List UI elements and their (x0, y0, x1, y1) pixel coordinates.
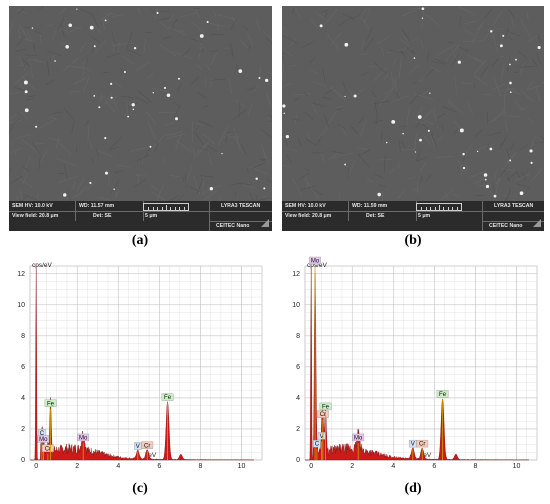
x-tick-label: 4 (391, 463, 395, 470)
sem-scale-a: 5 μm (145, 213, 158, 219)
scale-bar-b (416, 203, 462, 211)
peak-tag (313, 439, 321, 448)
x-axis-label: keV (420, 452, 432, 459)
sem-org-b: CEITEC Nano (489, 223, 523, 229)
sem-hv-a: SEM HV: 10.0 kV (12, 203, 53, 209)
peak-label: Fe (164, 395, 172, 401)
sem-det-a: Det: SE (93, 213, 112, 219)
y-tick-label: 10 (17, 302, 25, 309)
ceitec-logo-icon (261, 219, 269, 227)
sem-scale-b: 5 μm (418, 213, 431, 219)
y-tick-label: 8 (21, 333, 25, 340)
y-tick-label: 10 (292, 302, 300, 309)
x-tick-label: 2 (75, 463, 79, 470)
y-tick-label: 0 (21, 457, 25, 464)
caption-c: (c) (132, 481, 148, 496)
peak-label: C (40, 431, 45, 437)
peak-label: Mo (354, 436, 363, 442)
peak-tag (41, 444, 54, 452)
peak-label: Cr (419, 442, 425, 448)
peak-label: Mo (39, 437, 48, 443)
peak-label: V (320, 434, 324, 440)
peak-label: Mo (311, 259, 320, 265)
sem-info-bar-a: SEM HV: 10.0 kV WD: 11.57 mm View field:… (9, 201, 272, 231)
spectrum-area (30, 267, 255, 461)
x-tick-label: 0 (309, 463, 313, 470)
y-axis-label: cps/eV (32, 262, 53, 269)
x-tick-label: 8 (198, 463, 202, 470)
x-axis-label: keV (145, 452, 157, 459)
peak-label: Fe (322, 404, 330, 410)
peak-tag (316, 410, 329, 418)
peak-label: Fe (439, 392, 447, 398)
x-tick-label: 6 (157, 463, 161, 470)
peak-tag (141, 441, 154, 449)
peak-tag (309, 256, 321, 265)
caption-d: (d) (404, 481, 422, 496)
x-tick-label: 10 (513, 463, 521, 470)
peak-label: V (411, 442, 415, 448)
sem-instrument-a: LYRA3 TESCAN (221, 203, 261, 209)
y-tick-label: 4 (296, 395, 300, 402)
peak-label: C (315, 442, 320, 448)
caption-a: (a) (131, 233, 149, 248)
spectrum-area (305, 267, 530, 461)
peak-tag (436, 390, 449, 398)
y-tick-label: 4 (21, 395, 25, 402)
ceitec-logo-icon (533, 219, 541, 227)
y-tick-label: 2 (21, 426, 25, 433)
panel-a: SEM HV: 10.0 kV WD: 11.57 mm View field:… (9, 6, 272, 231)
peak-tag (319, 402, 332, 411)
y-tick-label: 2 (296, 426, 300, 433)
peak-label: Cr (144, 443, 150, 449)
peak-label: Mo (79, 436, 88, 442)
edx-spectrum-c: 0 2 4 6 8 10 12 0 2 4 6 8 10 cps/eV keV C Mo Cr Fe Mo V Cr Fe (0, 252, 275, 480)
y-tick-label: 0 (296, 457, 300, 464)
scale-bar-a (143, 203, 189, 211)
y-tick-label: 8 (296, 333, 300, 340)
sem-micrograph-b (282, 6, 544, 201)
sem-det-b: Det: SE (366, 213, 385, 219)
x-tick-label: 2 (350, 463, 354, 470)
peak-label: V (136, 444, 140, 450)
sem-image-b: SEM HV: 10.0 kV WD: 11.59 mm View field:… (282, 6, 544, 231)
y-tick-label: 12 (17, 271, 25, 278)
x-tick-label: 0 (34, 463, 38, 470)
x-tick-label: 4 (116, 463, 120, 470)
peak-label: Fe (47, 401, 55, 407)
y-tick-label: 6 (296, 364, 300, 371)
sem-view-field-b: View field: 20.8 μm (285, 213, 332, 219)
sem-image-a: SEM HV: 10.0 kV WD: 11.57 mm View field:… (9, 6, 272, 231)
y-axis-label: cps/eV (307, 262, 328, 269)
sem-instrument-b: LYRA3 TESCAN (494, 203, 534, 209)
x-tick-label: 6 (432, 463, 436, 470)
peak-tag (37, 435, 50, 443)
sem-wd-b: WD: 11.59 mm (352, 203, 388, 209)
sem-view-field-a: View field: 20.8 μm (12, 213, 59, 219)
sem-hv-b: SEM HV: 10.0 kV (285, 203, 326, 209)
peak-tag (352, 433, 365, 442)
caption-b: (b) (404, 233, 422, 248)
peak-tag (161, 393, 174, 401)
panel-b: SEM HV: 10.0 kV WD: 11.59 mm View field:… (282, 6, 544, 231)
peak-tag (44, 399, 57, 407)
peak-tag (77, 433, 90, 442)
sem-micrograph-a (9, 6, 272, 201)
peak-label: Cr (320, 412, 326, 418)
peak-label: Cr (45, 446, 51, 452)
edx-spectrum-d: 0 2 4 6 8 10 12 0 2 4 6 8 10 cps/eV keV Mo C V Cr Fe Mo V Cr Fe (275, 252, 550, 480)
x-tick-label: 8 (473, 463, 477, 470)
sem-info-bar-b: SEM HV: 10.0 kV WD: 11.59 mm View field:… (282, 201, 544, 231)
sem-org-a: CEITEC Nano (216, 223, 250, 229)
sem-wd-a: WD: 11.57 mm (79, 203, 115, 209)
y-tick-label: 6 (21, 364, 25, 371)
peak-tag (416, 439, 429, 448)
x-tick-label: 10 (238, 463, 246, 470)
y-tick-label: 12 (292, 271, 300, 278)
